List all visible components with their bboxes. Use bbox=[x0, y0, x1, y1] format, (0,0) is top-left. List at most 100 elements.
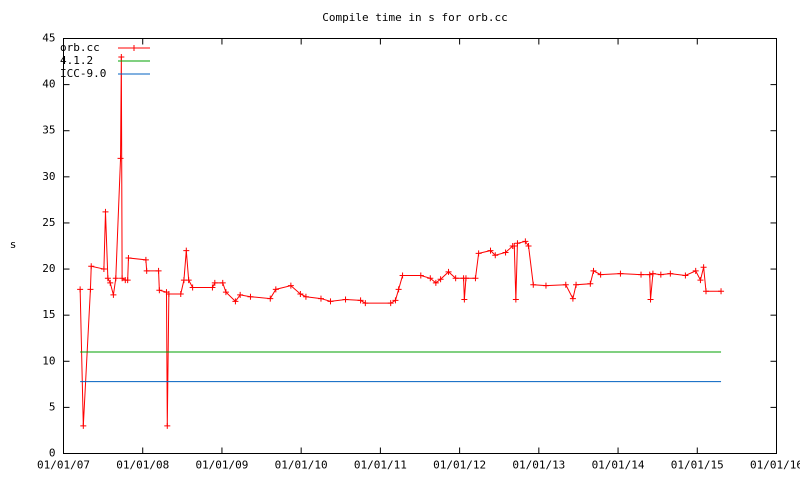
marker bbox=[432, 279, 439, 286]
marker bbox=[646, 271, 653, 278]
marker bbox=[165, 290, 172, 297]
marker bbox=[387, 300, 394, 307]
marker bbox=[119, 275, 126, 282]
marker bbox=[88, 263, 95, 270]
marker bbox=[718, 288, 725, 295]
y-tick-label: 20 bbox=[42, 262, 55, 275]
marker bbox=[542, 282, 549, 289]
marker bbox=[287, 282, 294, 289]
marker bbox=[462, 275, 469, 282]
x-tick-label: 01/01/08 bbox=[116, 459, 169, 472]
marker bbox=[445, 268, 452, 275]
marker bbox=[514, 240, 521, 247]
marker bbox=[342, 296, 349, 303]
series-line bbox=[79, 56, 722, 426]
marker bbox=[211, 279, 218, 286]
marker bbox=[100, 266, 107, 273]
y-tick-label: 15 bbox=[42, 308, 55, 321]
marker bbox=[512, 296, 519, 303]
marker bbox=[156, 287, 163, 294]
marker bbox=[142, 256, 149, 263]
marker bbox=[569, 295, 576, 302]
y-tick-label: 5 bbox=[49, 400, 56, 413]
marker bbox=[164, 422, 171, 429]
marker bbox=[667, 270, 674, 277]
marker bbox=[530, 281, 537, 288]
marker bbox=[525, 243, 532, 249]
marker bbox=[77, 286, 84, 293]
marker bbox=[638, 271, 645, 278]
x-tick-label: 01/01/09 bbox=[195, 459, 248, 472]
marker bbox=[117, 155, 124, 162]
marker bbox=[327, 298, 334, 305]
marker bbox=[597, 271, 604, 278]
x-tick-label: 01/01/10 bbox=[275, 459, 328, 472]
marker bbox=[177, 290, 184, 297]
marker bbox=[362, 300, 369, 307]
marker bbox=[700, 264, 707, 271]
y-tick-label: 25 bbox=[42, 216, 55, 229]
marker bbox=[112, 275, 119, 282]
marker bbox=[104, 275, 111, 282]
marker bbox=[107, 279, 114, 286]
marker bbox=[267, 295, 274, 302]
marker bbox=[682, 272, 689, 279]
marker bbox=[143, 267, 150, 274]
y-tick-label: 40 bbox=[42, 78, 55, 91]
marker bbox=[302, 293, 309, 300]
marker bbox=[247, 293, 254, 300]
marker bbox=[692, 267, 699, 274]
marker bbox=[649, 270, 656, 277]
y-tick-label: 0 bbox=[49, 447, 56, 460]
x-tick-label: 01/01/13 bbox=[512, 459, 565, 472]
marker bbox=[697, 277, 704, 284]
marker bbox=[472, 275, 479, 282]
marker bbox=[399, 272, 406, 279]
y-tick-label: 35 bbox=[42, 124, 55, 137]
marker bbox=[155, 267, 162, 274]
y-axis-label: s bbox=[10, 238, 17, 251]
marker bbox=[185, 277, 192, 284]
marker bbox=[87, 286, 94, 293]
marker bbox=[417, 272, 424, 279]
marker bbox=[317, 295, 324, 302]
marker bbox=[427, 275, 434, 282]
marker bbox=[357, 297, 364, 304]
marker bbox=[395, 286, 402, 293]
y-tick-label: 30 bbox=[42, 170, 55, 183]
marker bbox=[452, 275, 459, 282]
y-tick-label: 10 bbox=[42, 354, 55, 367]
x-tick-label: 01/01/15 bbox=[671, 459, 724, 472]
x-tick-label: 01/01/14 bbox=[592, 459, 645, 472]
marker bbox=[272, 286, 279, 293]
marker bbox=[590, 267, 597, 274]
marker bbox=[124, 277, 131, 284]
marker bbox=[492, 252, 499, 259]
marker bbox=[573, 281, 580, 288]
x-tick-label: 01/01/12 bbox=[433, 459, 486, 472]
marker bbox=[222, 289, 229, 296]
marker bbox=[702, 288, 709, 295]
marker bbox=[587, 280, 594, 287]
marker bbox=[461, 296, 468, 303]
marker bbox=[562, 281, 569, 288]
marker bbox=[102, 208, 109, 215]
marker bbox=[511, 243, 518, 249]
marker bbox=[80, 422, 87, 429]
x-tick-label: 01/01/07 bbox=[37, 459, 90, 472]
marker bbox=[219, 279, 226, 286]
marker bbox=[189, 284, 196, 291]
plot-frame bbox=[63, 38, 777, 454]
marker bbox=[209, 284, 216, 291]
marker bbox=[647, 296, 654, 303]
marker bbox=[392, 297, 399, 304]
x-tick-label: 01/01/16 bbox=[750, 459, 800, 472]
legend-label: 4.1.2 bbox=[60, 54, 93, 67]
marker bbox=[487, 247, 494, 254]
marker bbox=[502, 249, 509, 256]
marker bbox=[522, 238, 529, 245]
chart-title: Compile time in s for orb.cc bbox=[322, 11, 507, 24]
marker bbox=[437, 276, 444, 283]
